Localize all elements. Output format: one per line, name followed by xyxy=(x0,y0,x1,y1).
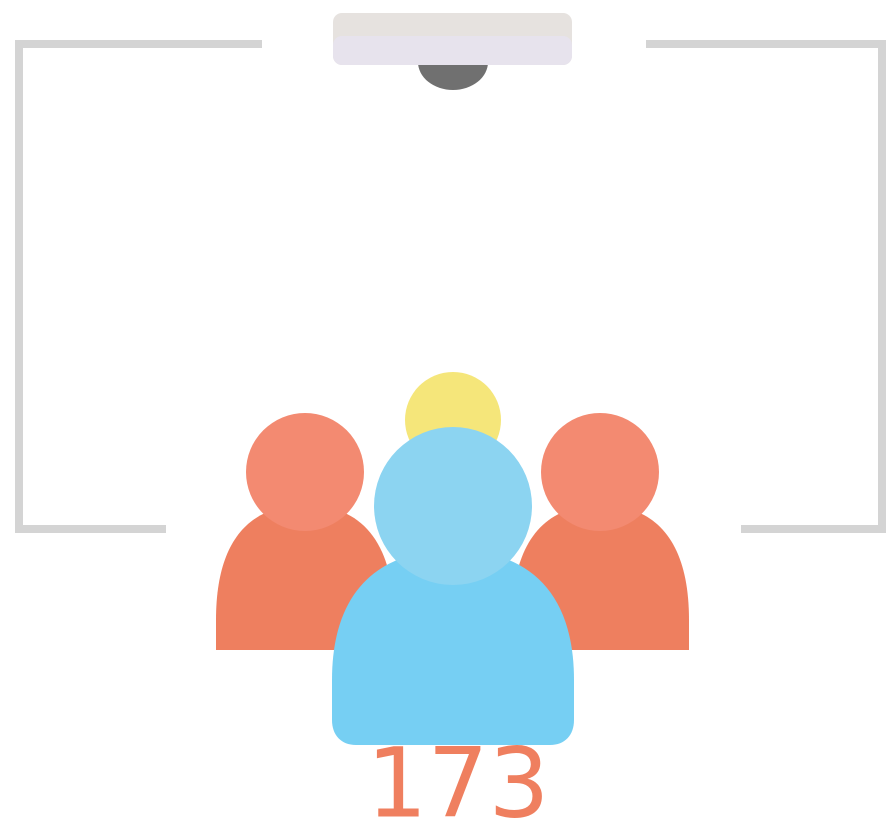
person-right-head xyxy=(541,413,659,531)
projector xyxy=(333,13,572,90)
frame-right xyxy=(646,40,886,533)
projector-lens xyxy=(418,62,488,90)
person-front-head xyxy=(374,427,532,585)
person-front-body xyxy=(332,550,574,745)
projector-base xyxy=(333,36,572,65)
people xyxy=(216,372,689,745)
frame xyxy=(15,40,886,533)
person-left-head xyxy=(246,413,364,531)
frame-left xyxy=(15,40,262,533)
count-label: 173 xyxy=(366,727,549,831)
